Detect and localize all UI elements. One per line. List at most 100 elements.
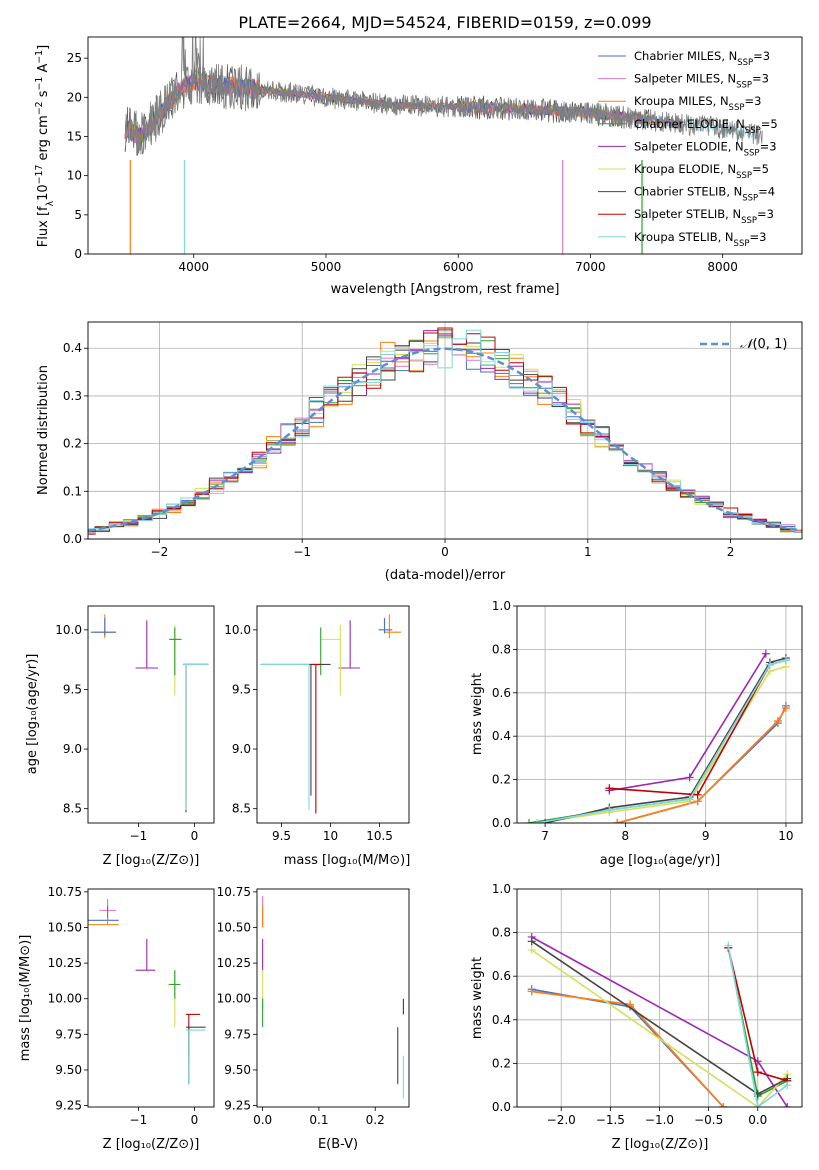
mass-z-ylabel: mass [log₁₀(M/M⊙)]: [18, 935, 33, 1062]
residual-xtick-label: −2: [151, 545, 169, 559]
mw-age-frame: [516, 605, 803, 824]
residual-plot-area: [88, 327, 802, 535]
mw-z-xtick-label: −0.5: [694, 1113, 723, 1127]
legend-label-count: =3: [760, 139, 777, 153]
mw-age-point: [541, 819, 550, 823]
spectrum-ytick-label: 20: [67, 90, 82, 104]
residual-legend-label: 𝒩(0, 1): [740, 337, 787, 352]
spectrum-ytick-label: 5: [74, 208, 82, 222]
age-mass-ytick-label: 10.0: [224, 623, 251, 637]
legend-label-count: =3: [752, 72, 769, 86]
legend-label-text: Kroupa MILES, N: [634, 94, 729, 108]
mw-z-ytick-label: 0.2: [492, 1056, 511, 1070]
spectrum-ylabel-part: 10: [36, 184, 51, 201]
legend-label-sub: SSP: [736, 81, 752, 91]
mw-age-ylabel: mass weight: [470, 673, 485, 755]
mw-z-point: [753, 1103, 762, 1107]
legend-label-sub: SSP: [729, 103, 745, 113]
mass-z-xlabel: Z [log₁₀(Z/Z⊙)]: [103, 1137, 200, 1152]
age-z-ytick-label: 8.5: [63, 802, 82, 816]
residual-ytick-label: 0.2: [63, 437, 82, 451]
age-z-plot-area: [90, 614, 209, 813]
legend-label: Chabrier ELODIE, NSSP=5: [634, 117, 778, 136]
mw-z-ytick-label: 0.6: [492, 969, 511, 983]
spectrum-xtick-label: 8000: [707, 260, 738, 274]
age-mass-xlabel: mass [log₁₀(M/M⊙)]: [284, 853, 411, 868]
chart-layer: 4000 5000 6000 7000 80000510152025wavelength…: [18, 36, 803, 1152]
mw-z-xtick-label: −1.5: [596, 1113, 625, 1127]
mass-z-ytick-label: 9.75: [55, 1027, 82, 1041]
mw-age-point: [525, 819, 534, 823]
mw-age-ytick-label: 0.4: [492, 729, 511, 743]
mass-ebv-ytick-label: 9.75: [224, 1027, 251, 1041]
legend-label-count: =5: [752, 162, 769, 176]
mass-z-ytick-label: 10.75: [48, 885, 82, 899]
mw-z-ytick-label: 0.8: [492, 926, 511, 940]
mass-z-ytick-label: 10.00: [48, 992, 82, 1006]
mw-z-series-line: [531, 949, 788, 1107]
age-mass-ytick-label: 8.5: [232, 802, 251, 816]
spectrum-plot-area: [124, 37, 763, 254]
mw-age-point: [685, 795, 694, 804]
spectrum-frame: [87, 36, 803, 255]
spectrum-ylabel-part: Flux [f: [36, 206, 51, 247]
legend-label: Kroupa ELODIE, NSSP=5: [634, 162, 769, 181]
mw-age-point: [693, 790, 702, 799]
spectrum-ylabel-part: −2: [34, 101, 45, 115]
mw-age-ytick-label: 0.0: [492, 816, 511, 830]
residual-legend-label-part: (0, 1): [752, 337, 787, 352]
residual-frame: [87, 321, 803, 540]
mw-z-ytick-label: 1.0: [492, 882, 511, 896]
mw-z-ytick-label: 0.4: [492, 1013, 511, 1027]
age-z-xtick-label: 0: [191, 829, 199, 843]
legend-label-text: Kroupa ELODIE, N: [634, 162, 736, 176]
mw-age-plot-area: [525, 649, 790, 823]
spectrum-xtick-label: 7000: [575, 260, 606, 274]
age-mass-xtick-label: 10.5: [366, 829, 393, 843]
age-mass-ytick-label: 9.5: [232, 682, 251, 696]
spectrum-xtick-label: 4000: [179, 260, 210, 274]
mass-z-ytick-label: 9.25: [55, 1099, 82, 1113]
legend-label-sub: SSP: [741, 216, 757, 226]
mw-z-xlabel: Z [log₁₀(Z/Z⊙)]: [612, 1137, 709, 1152]
spectrum-ylabel-part: erg cm: [36, 115, 51, 164]
mw-age-point: [765, 660, 774, 669]
residual-histogram-step: [88, 327, 802, 533]
mass-z-xtick-label: 0: [191, 1113, 199, 1127]
residual-xtick-label: 0: [441, 545, 449, 559]
mw-z-point: [527, 946, 536, 955]
legend-label-sub: SSP: [736, 171, 752, 181]
legend-label: Salpeter STELIB, NSSP=3: [634, 207, 774, 226]
spectrum-xtick-label: 6000: [443, 260, 474, 274]
residual-ytick-label: 0.0: [63, 532, 82, 546]
spectrum-ylabel-part: ]: [36, 45, 51, 50]
age-mass-frame: [256, 605, 410, 824]
mass-ebv-ytick-label: 10.75: [217, 885, 251, 899]
mass-z-frame: [87, 888, 215, 1108]
mw-z-xtick-label: −1.0: [645, 1113, 674, 1127]
mw-z-point: [527, 987, 536, 996]
age-mass-xtick-label: 10: [323, 829, 338, 843]
mass-ebv-xtick-label: 0.1: [309, 1113, 328, 1127]
mass-ebv-ytick-label: 10.50: [217, 920, 251, 934]
mw-age-point: [685, 773, 694, 782]
age-z-panel: −1 0 8.5 9.0 9.5 10.0: [55, 605, 215, 843]
age-z-ytick-label: 9.5: [63, 682, 82, 696]
mw-z-panel: −2.0 −1.5 −1.0 −0.5 0.0 0.0 0.2 0.4 0.6 0.8 1.0: [492, 882, 803, 1127]
legend-label: Chabrier STELIB, NSSP=4: [634, 185, 775, 204]
mass-ebv-xtick-label: 0.2: [366, 1113, 385, 1127]
spectrum-ytick-label: 15: [67, 129, 82, 143]
mass-ebv-xlabel: E(B-V): [318, 1137, 358, 1152]
mass-ebv-ytick-label: 10.25: [217, 956, 251, 970]
mw-age-ytick-label: 0.6: [492, 686, 511, 700]
residual-xtick-label: −1: [293, 545, 311, 559]
mass-z-ytick-label: 10.25: [48, 956, 82, 970]
mw-z-ylabel: mass weight: [470, 957, 485, 1039]
spectrum-ytick-label: 0: [74, 247, 82, 261]
figure-title: PLATE=2664, MJD=54524, FIBERID=0159, z=0…: [238, 13, 651, 32]
legend-label: Salpeter MILES, NSSP=3: [634, 72, 769, 91]
mass-ebv-xtick-label: 0.0: [253, 1113, 272, 1127]
legend-label-count: =3: [753, 49, 770, 63]
spectrum-data-line: [124, 37, 763, 155]
